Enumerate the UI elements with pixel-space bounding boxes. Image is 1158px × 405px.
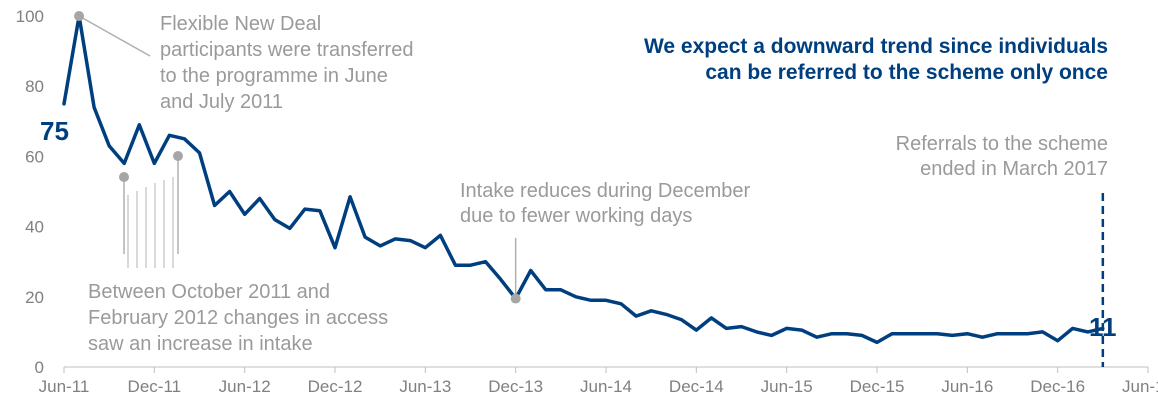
y-tick-label: 80	[25, 77, 44, 96]
oct-marker	[119, 172, 129, 182]
x-tick-label: Jun-11	[39, 377, 90, 396]
x-tick-label: Jun-13	[399, 377, 451, 396]
end-value-label: 11	[1089, 312, 1117, 342]
key-message-line: We expect a downward trend since individ…	[644, 35, 1108, 58]
x-axis-ticks: Jun-11 Dec-11 Jun-12 Dec-12 Jun-13 Dec-13 Jun-…	[39, 367, 1158, 396]
y-tick-label: 40	[25, 218, 44, 237]
y-tick-label: 0	[35, 358, 44, 377]
y-tick-label: 20	[25, 288, 44, 307]
key-message-line: can be referred to the scheme only once	[705, 61, 1108, 84]
y-axis-ticks: 0 20 40 60 80 100	[16, 7, 44, 377]
x-tick-label: Jun-16	[941, 377, 993, 396]
x-tick-label: Dec-12	[308, 377, 363, 396]
y-tick-label: 60	[25, 147, 44, 166]
end-annotation-line: ended in March 2017	[920, 158, 1108, 180]
fnd-annotation-line: participants were transferred	[160, 39, 413, 61]
intake-series-line	[62, 14, 1105, 345]
x-tick-label: Dec-16	[1030, 377, 1085, 396]
feb-marker	[173, 151, 183, 161]
peak-marker	[74, 11, 85, 21]
dec-marker	[510, 293, 521, 304]
x-tick-label: Jun-14	[580, 377, 632, 396]
x-tick-label: Dec-15	[850, 377, 905, 396]
y-tick-label: 100	[16, 7, 44, 26]
fnd-leader-line	[78, 15, 151, 57]
annotation-marks	[78, 15, 1105, 367]
x-tick-label: Jun-17	[1122, 377, 1158, 396]
oct-annotation-line: Between October 2011 and	[88, 281, 330, 303]
dec-annotation-line: due to fewer working days	[460, 205, 692, 227]
dec-annotation-line: Intake reduces during December	[460, 180, 750, 202]
series-layer	[62, 11, 1105, 345]
fnd-annotation-line: and July 2011	[160, 91, 283, 113]
x-tick-label: Dec-13	[488, 377, 543, 396]
oct-annotation-line: February 2012 changes in access	[88, 307, 388, 329]
x-tick-label: Jun-15	[761, 377, 813, 396]
fnd-annotation-line: to the programme in June	[160, 65, 388, 87]
x-tick-label: Jun-12	[219, 377, 271, 396]
start-value-label: 75	[40, 116, 69, 146]
x-tick-label: Dec-14	[669, 377, 724, 396]
end-annotation-line: Referrals to the scheme	[896, 133, 1108, 155]
oct-annotation-line: saw an increase in intake	[88, 333, 313, 355]
fnd-annotation-line: Flexible New Deal	[160, 13, 321, 35]
x-tick-label: Dec-11	[128, 377, 182, 396]
annotation-texts: 75 11 We expect a downward trend since ind…	[40, 13, 1117, 355]
